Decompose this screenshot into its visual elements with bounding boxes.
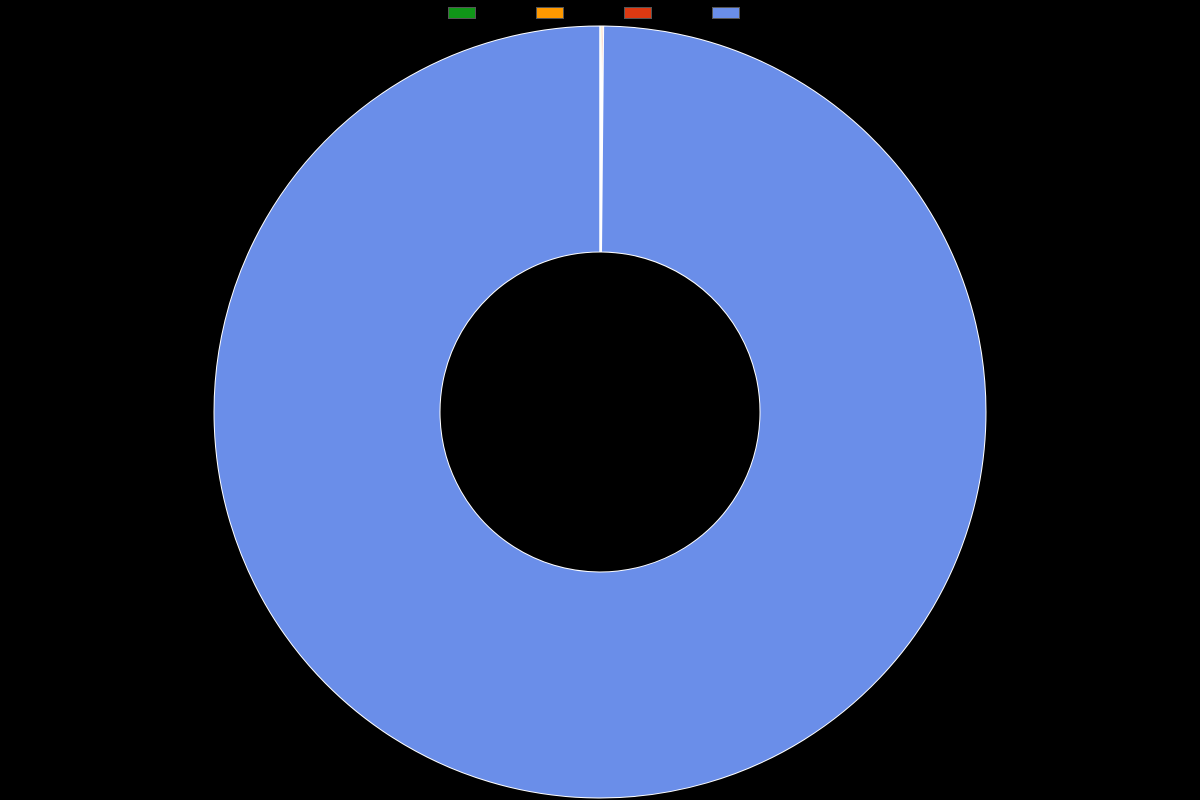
- legend-item-2[interactable]: [624, 6, 664, 20]
- legend: [0, 6, 1200, 20]
- legend-label-3: [748, 6, 752, 20]
- legend-label-1: [572, 6, 576, 20]
- legend-swatch-0: [448, 7, 476, 19]
- legend-item-1[interactable]: [536, 6, 576, 20]
- legend-item-0[interactable]: [448, 6, 488, 20]
- legend-item-3[interactable]: [712, 6, 752, 20]
- legend-label-0: [484, 6, 488, 20]
- donut-chart: [212, 24, 988, 800]
- legend-swatch-2: [624, 7, 652, 19]
- legend-swatch-3: [712, 7, 740, 19]
- legend-label-2: [660, 6, 664, 20]
- legend-swatch-1: [536, 7, 564, 19]
- chart-container: [0, 0, 1200, 800]
